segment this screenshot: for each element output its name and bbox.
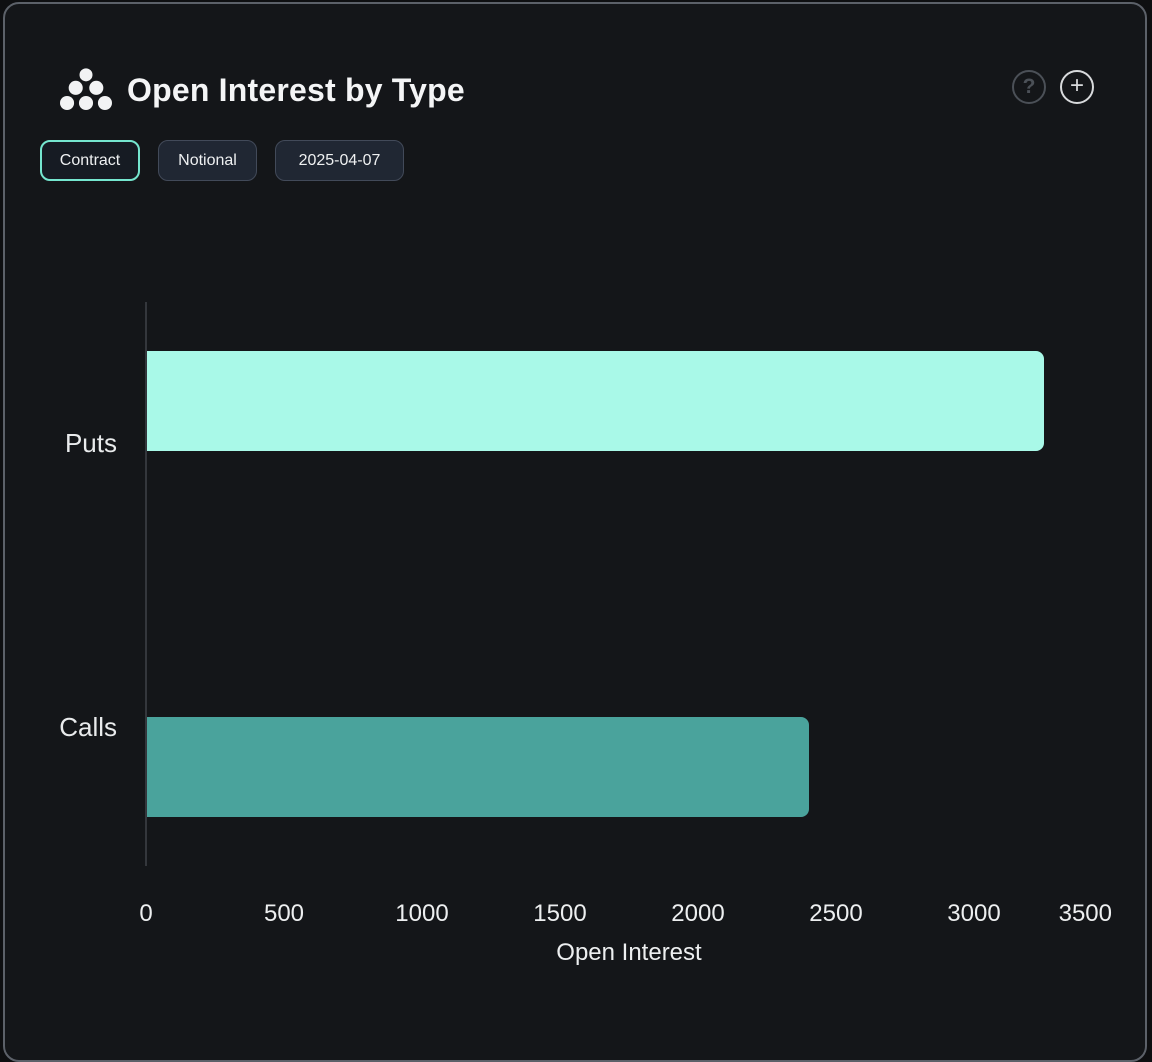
x-tick-label: 1000 (395, 900, 449, 927)
puts-bar[interactable] (147, 351, 1044, 451)
notional-button[interactable]: Notional (158, 140, 257, 181)
add-icon[interactable]: + (1060, 70, 1094, 104)
x-tick-label: 2500 (809, 900, 863, 927)
cluster-dots-icon (60, 68, 112, 111)
x-tick-label: 3500 (1058, 900, 1112, 927)
y-axis-line (145, 302, 147, 866)
contract-button[interactable]: Contract (40, 140, 140, 181)
category-label-calls: Calls (59, 712, 117, 742)
date-selector-button[interactable]: 2025-04-07 (275, 140, 404, 181)
x-axis-title: Open Interest (556, 939, 702, 966)
chart-card: Open Interest by Type ? + Contract Notio… (3, 2, 1147, 1062)
x-tick-label: 2000 (671, 900, 725, 927)
x-tick-label: 3000 (947, 900, 1001, 927)
x-tick-label: 500 (263, 900, 305, 927)
calls-bar[interactable] (147, 717, 809, 817)
category-label-puts: Puts (64, 428, 117, 458)
help-icon[interactable]: ? (1012, 70, 1046, 104)
x-tick-label: 0 (139, 900, 153, 927)
page-title: Open Interest by Type (127, 72, 465, 108)
x-tick-label: 1500 (533, 900, 587, 927)
